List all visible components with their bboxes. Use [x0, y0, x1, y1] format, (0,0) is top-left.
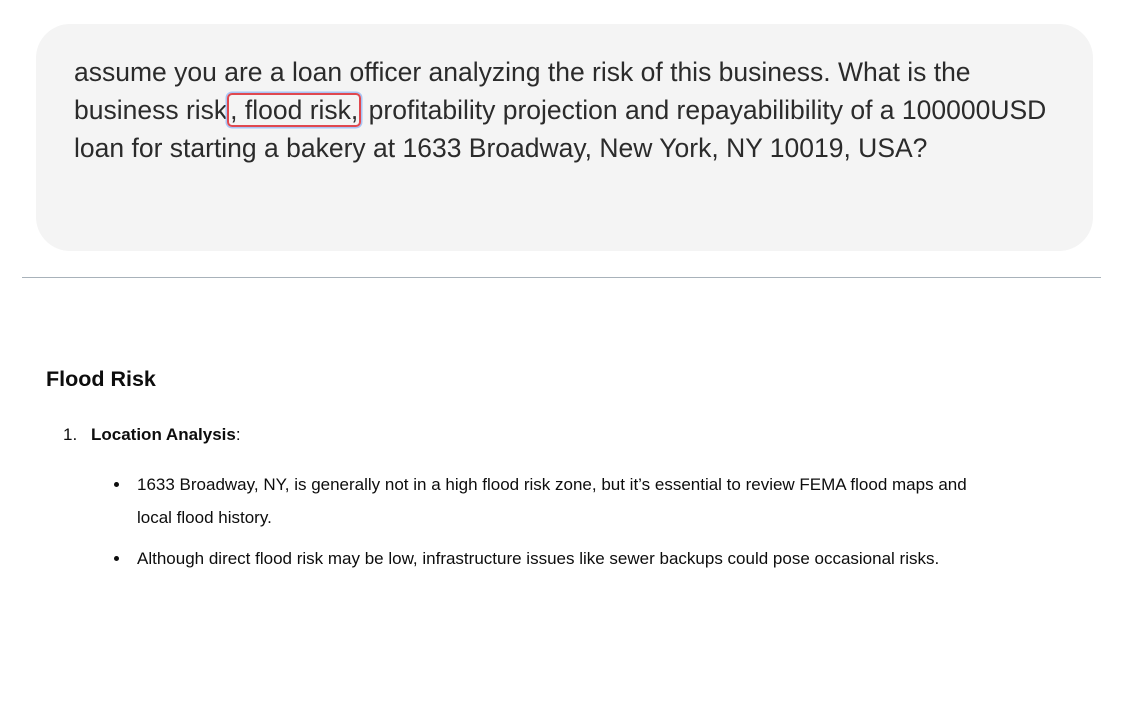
- bullet-text: Although direct flood risk may be low, i…: [137, 549, 940, 568]
- bullet-item: 1633 Broadway, NY, is generally not in a…: [91, 468, 977, 534]
- list-item-suffix: :: [235, 425, 241, 444]
- ordered-list: 1. Location Analysis: 1633 Broadway, NY,…: [46, 418, 1076, 575]
- user-message-text: assume you are a loan officer analyzing …: [74, 53, 1065, 167]
- message-text-before: assume you are a loan officer analyzing …: [74, 57, 971, 125]
- assistant-response: Flood Risk 1. Location Analysis: 1633 Br…: [46, 360, 1076, 583]
- bullet-text: 1633 Broadway, NY, is generally not in a…: [137, 475, 967, 527]
- list-item-heading: Location Analysis:: [91, 418, 1076, 452]
- section-heading: Flood Risk: [46, 367, 156, 391]
- list-item: 1. Location Analysis: 1633 Broadway, NY,…: [46, 418, 1076, 575]
- list-item-title: Location Analysis: [91, 425, 236, 444]
- bullet-dot-icon: [114, 482, 119, 487]
- user-message-bubble: assume you are a loan officer analyzing …: [36, 24, 1093, 251]
- list-item-number: 1.: [63, 425, 78, 444]
- highlighted-phrase: , flood risk,: [227, 93, 362, 127]
- message-text-after: profitability projection and repayabilib…: [74, 95, 1047, 163]
- bullet-dot-icon: [114, 556, 119, 561]
- bullet-item: Although direct flood risk may be low, i…: [91, 542, 977, 575]
- bullet-list: 1633 Broadway, NY, is generally not in a…: [91, 468, 1076, 575]
- divider: [22, 277, 1101, 278]
